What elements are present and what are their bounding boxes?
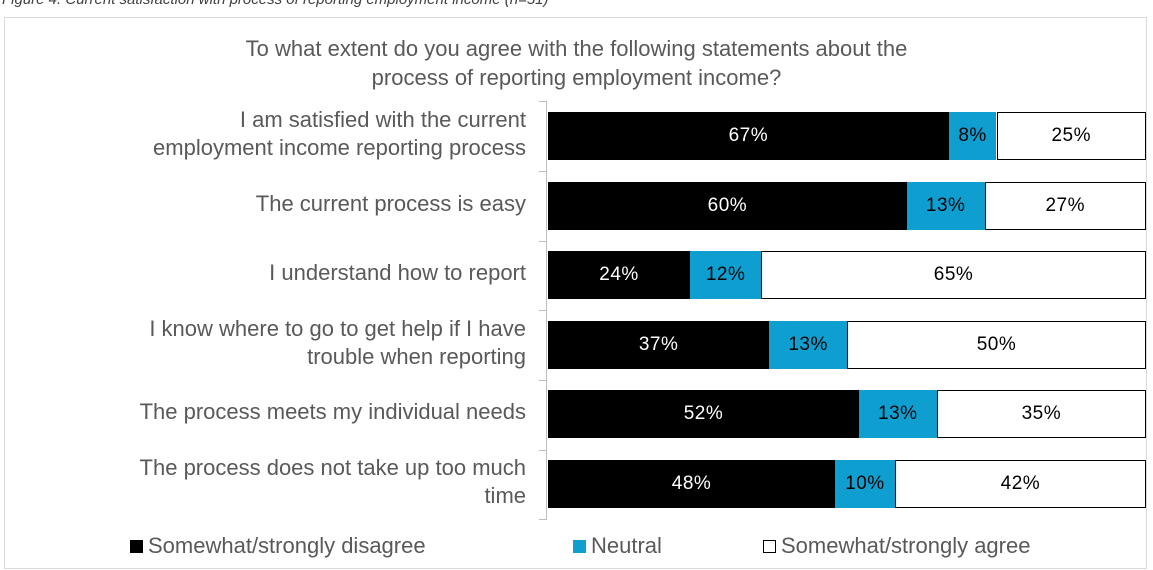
bar-segment: 37% — [548, 321, 770, 369]
legend-swatch — [130, 539, 143, 553]
chart-title-line: process of reporting employment income? — [371, 65, 782, 90]
bar-segment: 48% — [548, 460, 836, 508]
category-label: I know where to go to get help if I have… — [10, 315, 526, 371]
data-label: 48% — [671, 473, 712, 494]
legend-item: Somewhat/strongly agree — [763, 533, 1030, 559]
axis-tick — [539, 241, 547, 242]
category-label-line: trouble when reporting — [307, 344, 526, 369]
category-label: The process meets my individual needs — [10, 398, 526, 426]
bar-segment: 52% — [548, 390, 859, 438]
data-label: 37% — [638, 334, 679, 355]
axis-tick — [539, 519, 547, 520]
data-label: 27% — [1045, 195, 1086, 216]
data-label: 13% — [788, 334, 828, 355]
bar-segment: 12% — [690, 251, 762, 299]
category-label: The process does not take up too much tim… — [10, 454, 526, 510]
data-label: 10% — [845, 473, 885, 494]
bar-segment: 60% — [548, 182, 907, 230]
axis-tick — [539, 171, 547, 172]
category-label: I understand how to report — [10, 259, 526, 287]
category-label-line: time — [484, 483, 526, 508]
data-label: 13% — [878, 403, 918, 424]
legend-label: Somewhat/strongly disagree — [148, 533, 426, 558]
bar-segment: 13% — [906, 182, 985, 230]
legend-item: Neutral — [573, 533, 662, 559]
bar-segment: 13% — [858, 390, 937, 438]
bar-segment: 42% — [894, 460, 1146, 508]
bar-segment: 50% — [847, 321, 1146, 369]
category-label-line: The process does not take up too much — [139, 455, 526, 480]
bar-segment: 8% — [948, 112, 997, 160]
legend-swatch — [763, 539, 776, 553]
data-label: 60% — [707, 195, 748, 216]
bar-segment: 10% — [835, 460, 895, 508]
data-label: 25% — [1051, 125, 1092, 146]
category-label: I am satisfied with the current employmen… — [10, 106, 526, 162]
chart-title: To what extent do you agree with the fol… — [0, 34, 1153, 92]
data-label: 13% — [925, 195, 966, 216]
bar-segment: 24% — [548, 251, 691, 299]
data-label: 42% — [1000, 473, 1041, 494]
legend-label: Somewhat/strongly agree — [781, 533, 1031, 558]
legend-label: Neutral — [591, 533, 662, 558]
data-label: 35% — [1021, 403, 1062, 424]
axis-tick — [539, 101, 547, 102]
axis-tick — [539, 380, 547, 381]
category-label-line: I understand how to report — [269, 260, 526, 285]
data-label: 24% — [599, 264, 639, 285]
bar-segment: 27% — [984, 182, 1146, 230]
axis-tick — [539, 310, 547, 311]
category-label-line: The current process is easy — [255, 191, 526, 216]
data-label: 12% — [705, 264, 746, 285]
category-label-line: I know where to go to get help if I have — [149, 316, 526, 341]
axis-tick — [539, 450, 547, 451]
bar-segment: 25% — [996, 112, 1146, 160]
category-label-line: The process meets my individual needs — [139, 399, 526, 424]
bar-segment: 65% — [761, 251, 1146, 299]
chart-title-line: To what extent do you agree with the fol… — [245, 36, 908, 61]
legend-item: Somewhat/strongly disagree — [130, 533, 426, 559]
data-label: 67% — [728, 125, 769, 146]
bar-segment: 35% — [936, 390, 1146, 438]
category-label-line: I am satisfied with the current — [239, 107, 526, 132]
legend-swatch — [573, 539, 586, 553]
data-label: 52% — [683, 403, 724, 424]
chart-frame — [4, 17, 1147, 569]
figure-caption: Figure 4. Current satisfaction with proc… — [2, 0, 549, 8]
bar-segment: 13% — [769, 321, 847, 369]
data-label: 65% — [933, 264, 974, 285]
category-label: The current process is easy — [10, 190, 526, 218]
data-label: 8% — [958, 125, 987, 146]
data-label: 50% — [976, 334, 1017, 355]
category-label-line: employment income reporting process — [153, 135, 526, 160]
bar-segment: 67% — [548, 112, 949, 160]
